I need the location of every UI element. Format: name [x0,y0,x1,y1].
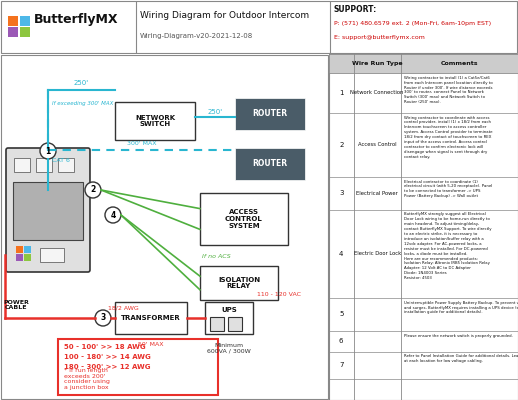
Text: If exceeding 300' MAX: If exceeding 300' MAX [52,102,113,106]
Text: Please ensure the network switch is properly grounded.: Please ensure the network switch is prop… [404,334,512,338]
Text: 50' MAX: 50' MAX [138,342,164,346]
Text: 2: 2 [90,186,96,194]
Bar [24,246,31,253]
Text: 3: 3 [339,190,343,196]
Text: CAT 6: CAT 6 [52,158,70,162]
Text: 250': 250' [207,109,223,115]
Text: ROUTER: ROUTER [252,160,287,168]
Text: Comments: Comments [441,61,478,66]
Text: 100 - 180' >> 14 AWG: 100 - 180' >> 14 AWG [64,354,151,360]
Text: Electrical contractor to coordinate (1)
electrical circuit (with 5-20 receptacle: Electrical contractor to coordinate (1) … [404,180,492,198]
Bar [115,102,195,140]
Circle shape [85,182,101,198]
Text: POWER
CABLE: POWER CABLE [3,300,29,310]
Bar [58,339,218,395]
Bar [210,317,224,331]
Text: E: support@butterflymx.com: E: support@butterflymx.com [334,36,425,40]
Text: 1: 1 [339,90,343,96]
Bar [8,16,18,26]
Text: 5: 5 [339,311,343,317]
Bar [235,148,305,180]
Text: Wiring-Diagram-v20-2021-12-08: Wiring-Diagram-v20-2021-12-08 [140,33,253,39]
Text: Wiring contractor to coordinate with access
control provider, install (1) x 18/2: Wiring contractor to coordinate with acc… [404,116,492,159]
Text: 50 - 100' >> 18 AWG: 50 - 100' >> 18 AWG [64,344,146,350]
Text: 3: 3 [100,314,106,322]
Circle shape [40,143,56,159]
Text: 2: 2 [339,142,343,148]
Text: 180 - 300' >> 12 AWG: 180 - 300' >> 12 AWG [64,364,151,370]
Bar [40,248,64,262]
Text: 4: 4 [110,210,116,220]
Text: SUPPORT:: SUPPORT: [334,6,377,14]
Bar [115,302,187,334]
Text: 1: 1 [46,146,51,156]
FancyBboxPatch shape [6,148,90,272]
Text: 18/2 AWG: 18/2 AWG [108,305,139,310]
Text: ButterflyMX strongly suggest all Electrical
Door Lock wiring to be home-run dire: ButterflyMX strongly suggest all Electri… [404,212,491,280]
Text: ROUTER: ROUTER [252,110,287,118]
Circle shape [105,207,121,223]
Bar [205,302,253,334]
Bar [200,266,278,300]
Bar [36,158,52,172]
Bar [235,98,305,130]
Text: Network Connection: Network Connection [351,90,404,96]
Text: Refer to Panel Installation Guide for additional details. Leave 6' service loop
: Refer to Panel Installation Guide for ad… [404,354,518,363]
Text: UPS: UPS [221,307,237,313]
Bar [8,27,18,37]
Text: Wiring Diagram for Outdoor Intercom: Wiring Diagram for Outdoor Intercom [140,12,309,20]
Text: Minimum
600VA / 300W: Minimum 600VA / 300W [207,342,251,354]
Text: NETWORK
SWITCH: NETWORK SWITCH [135,114,175,128]
Text: Uninterruptible Power Supply Battery Backup. To prevent voltage drops
and surges: Uninterruptible Power Supply Battery Bac… [404,301,518,314]
Text: Access Control: Access Control [358,142,396,147]
Circle shape [95,310,111,326]
Bar [14,158,30,172]
Text: 110 - 120 VAC: 110 - 120 VAC [257,292,301,296]
Bar [228,317,242,331]
Bar [16,254,23,261]
Bar [13,182,83,240]
Text: Electrical Power: Electrical Power [356,191,398,196]
Text: P: (571) 480.6579 ext. 2 (Mon-Fri, 6am-10pm EST): P: (571) 480.6579 ext. 2 (Mon-Fri, 6am-1… [334,22,491,26]
Bar [200,193,288,245]
Text: 7: 7 [339,362,343,368]
Text: ACCESS
CONTROL
SYSTEM: ACCESS CONTROL SYSTEM [225,209,263,229]
Text: 6: 6 [339,338,343,344]
Text: 4: 4 [339,251,343,257]
Text: ISOLATION
RELAY: ISOLATION RELAY [218,276,260,290]
Text: If no ACS: If no ACS [202,254,231,260]
Bar [58,158,74,172]
Bar [16,246,23,253]
Bar [24,254,31,261]
Bar [20,27,30,37]
Text: Wire Run Type: Wire Run Type [352,61,402,66]
Text: 250': 250' [74,80,89,86]
Text: Wiring contractor to install (1) a Cat5e/Cat6
from each Intercom panel location : Wiring contractor to install (1) a Cat5e… [404,76,493,104]
Text: * If run length
exceeds 200'
consider using
a junction box: * If run length exceeds 200' consider us… [64,368,110,390]
Text: TRANSFORMER: TRANSFORMER [121,315,181,321]
Bar [329,54,518,73]
Text: 300' MAX: 300' MAX [127,141,156,146]
Text: Electric Door Lock: Electric Door Lock [353,251,401,256]
Text: ButterflyMX: ButterflyMX [34,13,119,26]
Bar [20,16,30,26]
